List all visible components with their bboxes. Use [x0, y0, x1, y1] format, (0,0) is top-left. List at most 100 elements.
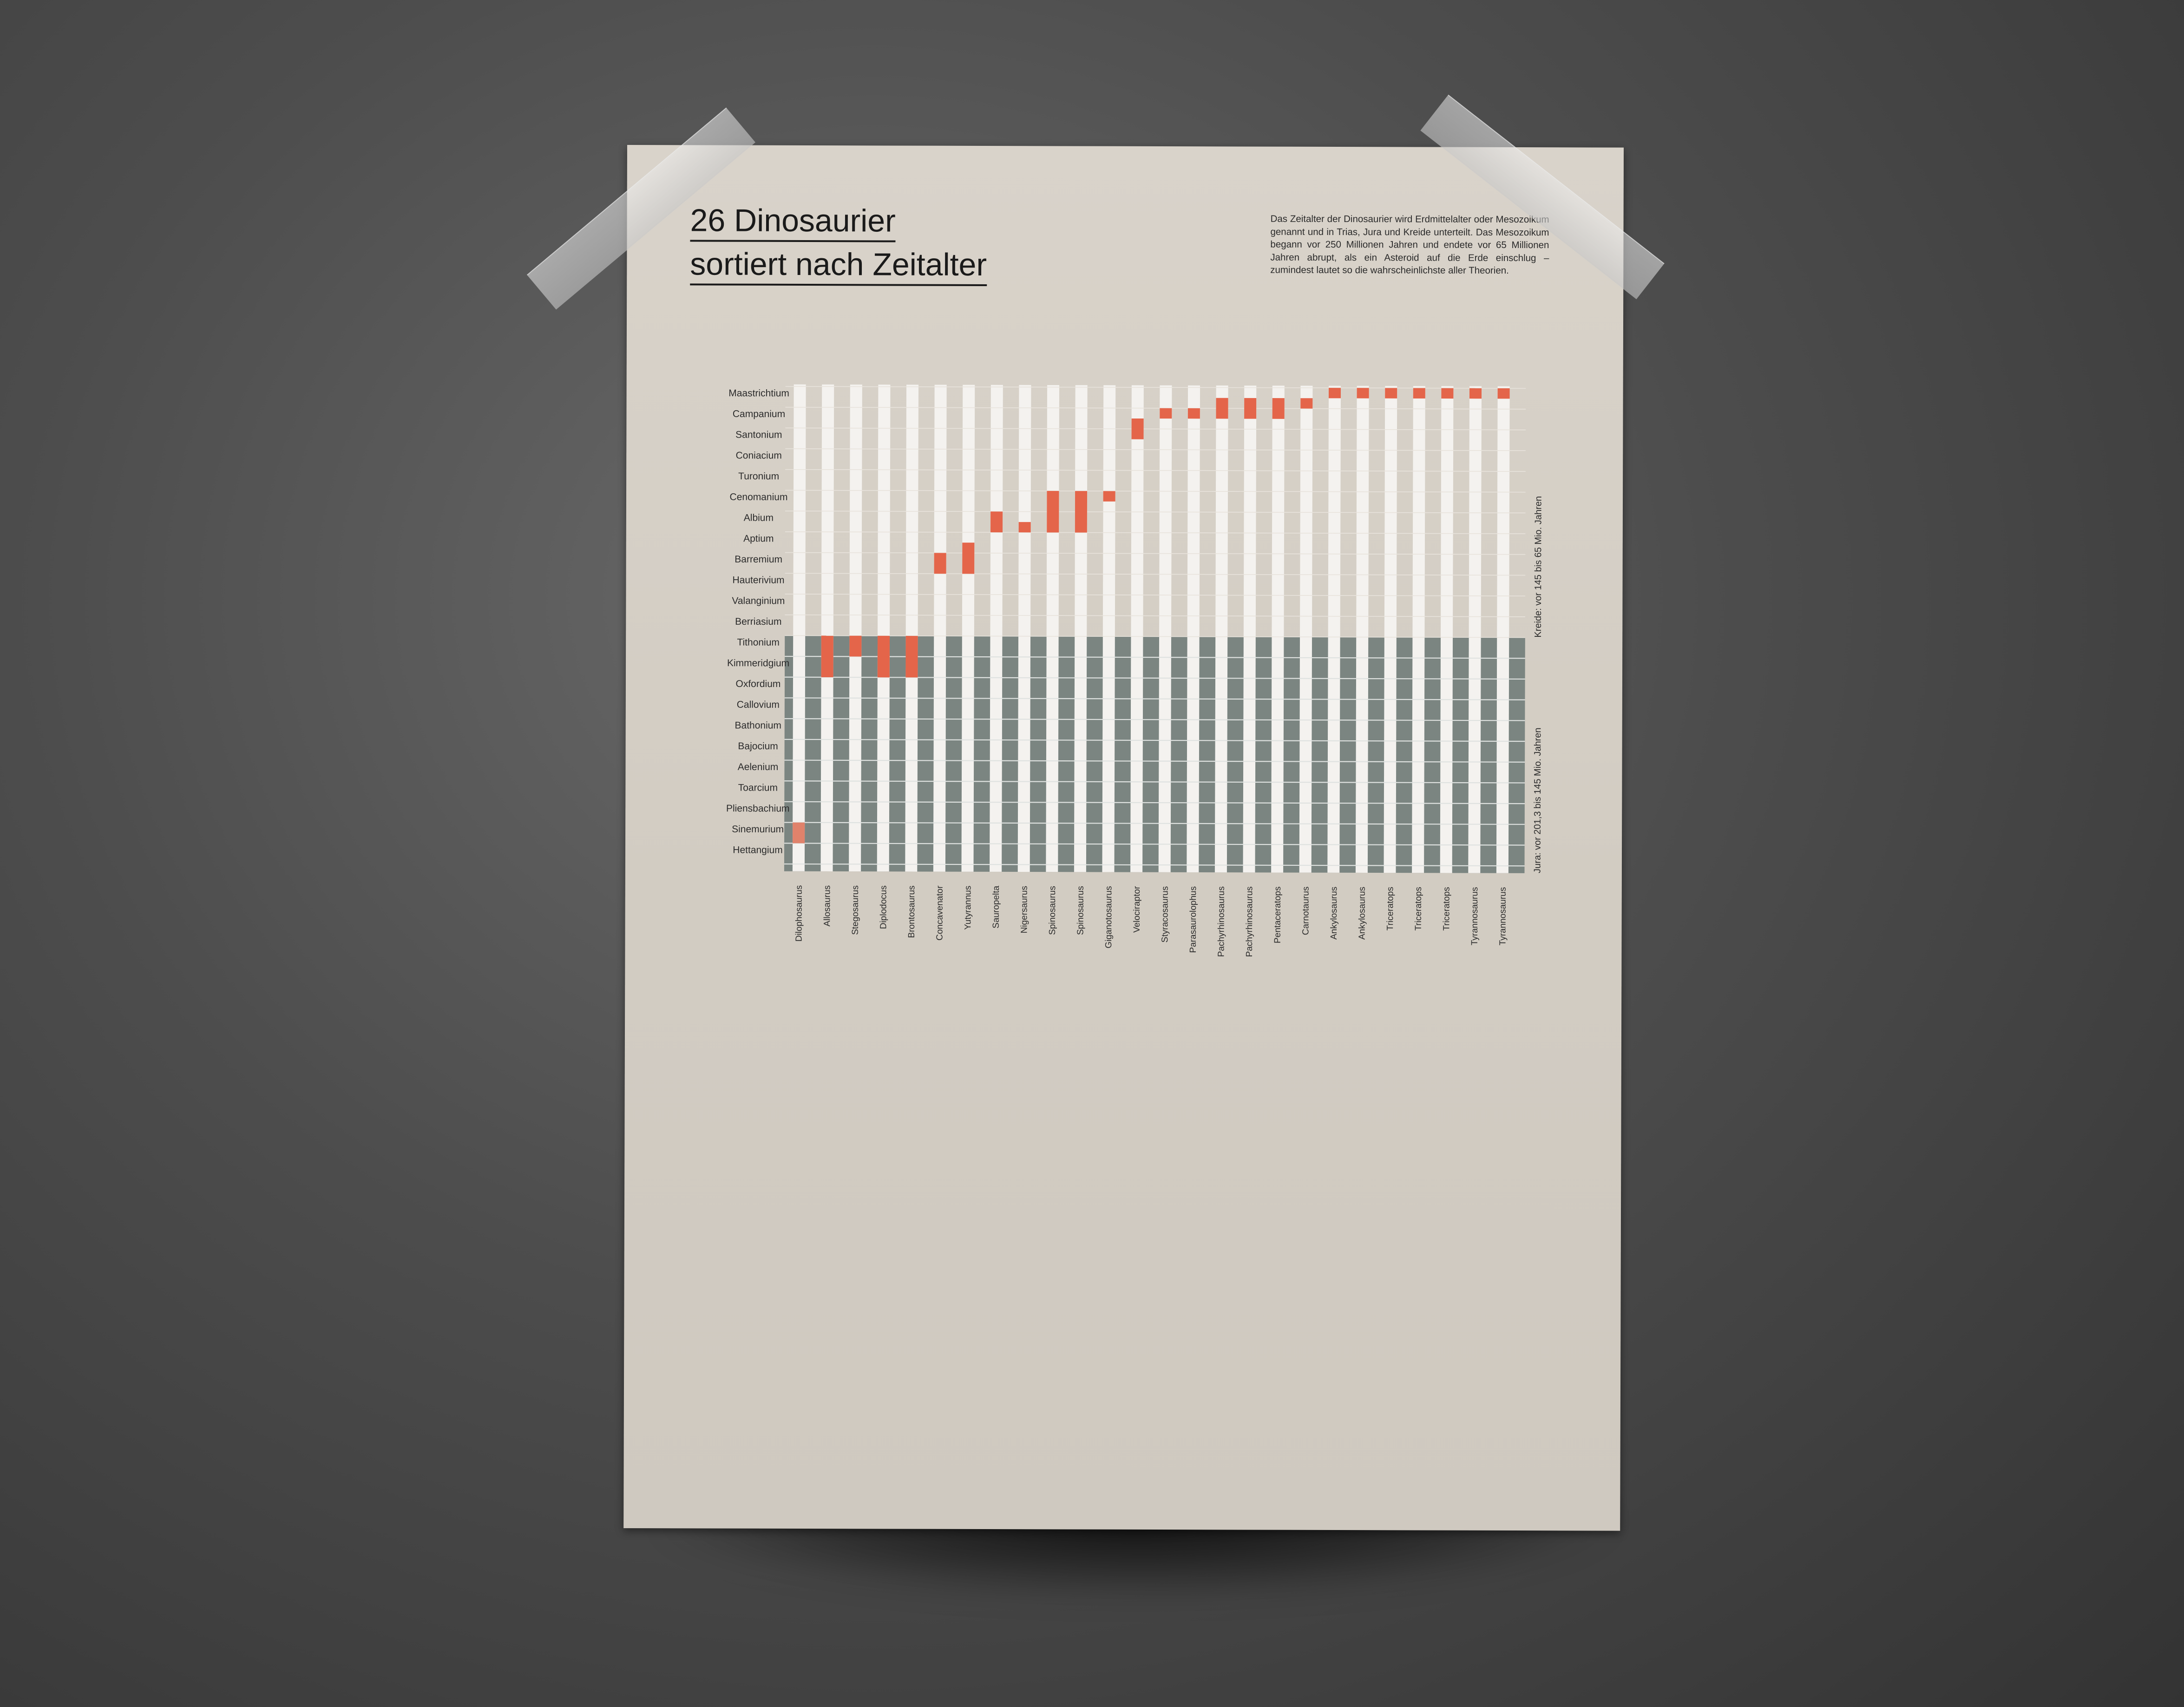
era-label: Pliensbachium — [726, 803, 790, 814]
row-separator — [785, 573, 1526, 576]
dinosaur-label: Spinosaurus — [1076, 886, 1086, 935]
column-bar — [905, 385, 919, 872]
dinosaur-label: Pentaceratops — [1273, 886, 1283, 943]
era-range-mark — [1469, 388, 1482, 399]
dinosaur-label: Tyrannosaurus — [1470, 887, 1480, 946]
row-separator — [785, 406, 1526, 410]
dinosaur-label: Brontosaurus — [907, 885, 917, 938]
dinosaur-label: Tyrannosaurus — [1498, 887, 1508, 946]
row-separator — [785, 386, 1526, 389]
column-bar — [849, 384, 862, 872]
era-range-mark — [962, 543, 975, 574]
column-bar — [1243, 386, 1257, 873]
column-bar — [1327, 386, 1341, 873]
era-label: Campanium — [733, 409, 785, 419]
column-bar — [1355, 386, 1369, 873]
era-label: Berriasium — [735, 616, 781, 627]
column-bar — [1384, 386, 1397, 873]
dinosaur-label: Triceratops — [1442, 887, 1451, 930]
era-label: Barremium — [735, 554, 782, 565]
row-separator — [784, 801, 1525, 804]
column-bar — [1299, 386, 1313, 873]
era-range-mark — [849, 635, 862, 657]
dinosaur-label: Allosaurus — [822, 885, 832, 927]
row-separator — [785, 614, 1525, 617]
era-label: Aelenium — [738, 762, 779, 772]
dinosaur-label: Parasaurolophus — [1188, 886, 1198, 953]
dinosaur-label: Triceratops — [1385, 887, 1395, 930]
era-range-mark — [1103, 491, 1115, 502]
column-bar — [1496, 386, 1510, 873]
era-label: Hettangium — [733, 845, 782, 856]
period-label: Jura: vor 201,3 bis 145 Mio. Jahren — [1533, 727, 1543, 873]
dinosaur-label: Pachyrhinosaurus — [1216, 886, 1226, 957]
era-range-mark — [1160, 408, 1172, 419]
dinosaur-label: Ankylosaurus — [1329, 887, 1339, 940]
era-range-mark — [1187, 408, 1200, 419]
era-range-mark — [1216, 398, 1228, 419]
row-separator — [784, 739, 1525, 742]
column-bar — [1187, 385, 1200, 873]
row-separator — [784, 780, 1525, 784]
dinosaur-label: Giganotosaurus — [1104, 886, 1114, 948]
era-range-mark — [1300, 398, 1313, 409]
column-bar — [990, 385, 1003, 872]
row-separator — [785, 469, 1526, 472]
era-range-mark — [1357, 388, 1369, 399]
era-range-mark — [1441, 388, 1454, 399]
column-bar — [1017, 385, 1031, 872]
era-label: Callovium — [737, 700, 780, 710]
row-separator — [785, 531, 1526, 534]
era-label: Turonium — [738, 471, 779, 482]
column-bar — [820, 384, 834, 871]
row-separator — [784, 843, 1525, 846]
dinosaur-label: Velociraptor — [1132, 886, 1142, 933]
era-label: Kimmeridgium — [727, 658, 789, 668]
era-label: Oxfordium — [736, 679, 781, 689]
era-range-mark — [1385, 388, 1397, 399]
era-range-mark — [1047, 491, 1059, 533]
column-bar — [1214, 385, 1228, 873]
era-label: Toarcium — [738, 782, 778, 793]
column-bar — [1074, 385, 1088, 872]
era-label: Coniacium — [736, 450, 782, 461]
period-label: Kreide: vor 145 bis 65 Mio. Jahren — [1533, 496, 1544, 638]
column-bar — [1102, 385, 1116, 872]
dinosaur-label: Carnotaurus — [1301, 887, 1311, 935]
era-label: Aptium — [743, 533, 774, 544]
era-label: Cenomanium — [730, 492, 788, 503]
column-bar — [877, 385, 891, 872]
column-bar — [792, 384, 806, 871]
era-label: Maastrichtium — [728, 388, 789, 399]
dinosaur-era-chart: Maastrichtium Campanium Santonium Coniacium… — [726, 384, 1544, 957]
era-label: Santonium — [735, 430, 782, 440]
era-label: Hauterivium — [732, 575, 784, 585]
era-range-mark — [793, 822, 805, 844]
dinosaur-label: Nigersaurus — [1019, 886, 1029, 933]
era-range-mark — [934, 553, 946, 574]
era-range-mark — [1328, 388, 1341, 399]
dinosaur-label: Diplodocus — [879, 885, 888, 929]
dinosaur-label: Ankylosaurus — [1358, 887, 1367, 940]
era-range-mark — [1018, 522, 1031, 533]
dinosaur-label: Styracosaurus — [1160, 886, 1170, 943]
era-range-mark — [1272, 398, 1285, 419]
era-label: Bajocium — [738, 741, 778, 752]
dinosaur-label: Triceratops — [1414, 887, 1423, 930]
era-label: Valanginium — [732, 595, 785, 606]
dinosaur-label: Stegosaurus — [851, 885, 860, 935]
row-separator — [785, 594, 1526, 596]
poster: 26 Dinosaurier sortiert nach Zeitalter D… — [623, 145, 1624, 1531]
era-range-mark — [1413, 388, 1425, 399]
era-range-mark — [1075, 491, 1088, 533]
row-separator — [784, 759, 1525, 763]
era-label: Bathonium — [735, 720, 781, 731]
dinosaur-label: Concavenator — [935, 885, 945, 941]
era-range-mark — [905, 636, 918, 678]
column-bar — [1130, 385, 1144, 872]
row-separator — [785, 427, 1526, 431]
row-separator — [785, 510, 1526, 514]
row-separator — [785, 448, 1526, 451]
column-bar — [961, 385, 975, 872]
row-separator — [784, 822, 1525, 825]
